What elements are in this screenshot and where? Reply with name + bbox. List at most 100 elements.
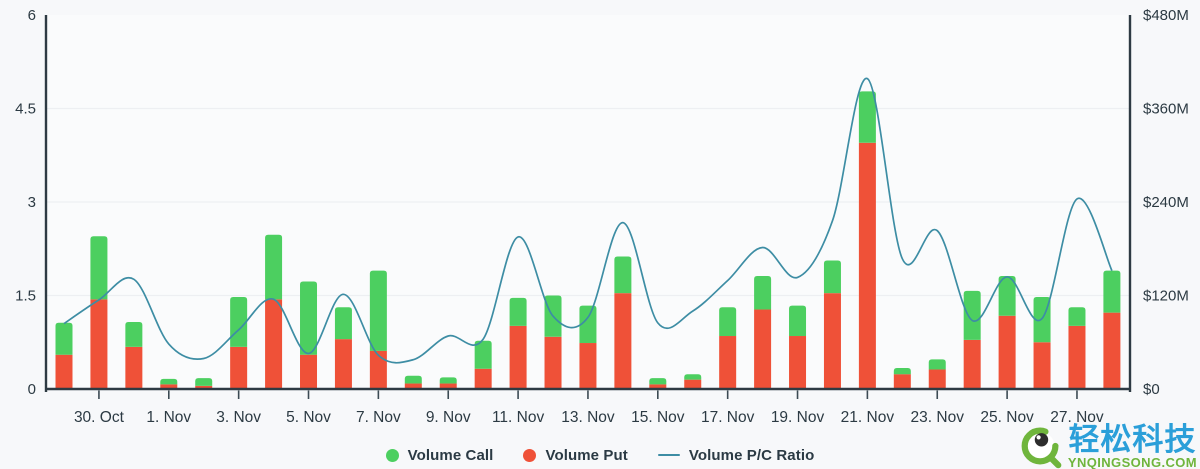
- bar-volume-call-9Nov[interactable]: [439, 377, 457, 384]
- bar-volume-put-6Nov[interactable]: [334, 339, 352, 389]
- bar-volume-call-19Nov[interactable]: [789, 305, 807, 337]
- x-axis-tick-label: 25. Nov: [980, 409, 1034, 426]
- bar-volume-call-11Nov[interactable]: [509, 297, 527, 326]
- bar-volume-put-25Nov[interactable]: [998, 315, 1016, 389]
- bar-volume-call-15Nov[interactable]: [649, 378, 667, 385]
- bar-volume-put-28Nov[interactable]: [1103, 312, 1121, 389]
- bar-volume-call-8Nov[interactable]: [404, 375, 422, 384]
- bar-volume-call-21Nov[interactable]: [858, 91, 876, 143]
- legend-label: Volume Call: [407, 446, 494, 464]
- bar-volume-put-19Nov[interactable]: [789, 336, 807, 389]
- bar-volume-put-12Nov[interactable]: [544, 336, 562, 389]
- legend-item-volume-put[interactable]: Volume Put: [523, 446, 628, 464]
- brand-name: 轻松科技: [1068, 421, 1197, 457]
- bar-volume-call-25Nov[interactable]: [998, 276, 1016, 316]
- bar-volume-put-4Nov[interactable]: [265, 299, 283, 389]
- bar-volume-put-13Nov[interactable]: [579, 343, 597, 389]
- right-axis-tick-label: $480M: [1143, 7, 1189, 24]
- bar-volume-put-7Nov[interactable]: [369, 350, 387, 389]
- bar-volume-call-16Nov[interactable]: [684, 374, 702, 380]
- bar-volume-put-3Nov[interactable]: [230, 346, 248, 389]
- x-axis-tick-label: 21. Nov: [841, 409, 895, 426]
- x-axis-tick-label: 7. Nov: [356, 409, 401, 426]
- x-axis-tick-label: 23. Nov: [911, 409, 965, 426]
- bar-volume-put-29Oct[interactable]: [55, 354, 73, 389]
- bar-volume-put-2Nov[interactable]: [195, 385, 213, 389]
- bar-volume-call-28Nov[interactable]: [1103, 270, 1121, 313]
- bar-volume-put-23Nov[interactable]: [928, 369, 946, 389]
- x-axis-tick-label: 27. Nov: [1050, 409, 1104, 426]
- pc-ratio-line-icon: [657, 453, 680, 457]
- ynqingsong-logo-icon: [1021, 427, 1062, 469]
- bar-volume-put-17Nov[interactable]: [719, 336, 737, 389]
- bar-volume-put-18Nov[interactable]: [754, 309, 772, 389]
- brand-watermark: 轻松科技 YNQINGSONG.COM: [1018, 423, 1197, 469]
- bar-volume-put-14Nov[interactable]: [614, 293, 632, 389]
- bar-volume-call-10Nov[interactable]: [474, 340, 492, 369]
- bar-volume-call-24Nov[interactable]: [963, 290, 981, 340]
- x-axis-tick-label: 19. Nov: [771, 409, 825, 426]
- x-axis-tick-label: 30. Oct: [74, 409, 125, 426]
- bar-volume-call-29Oct[interactable]: [55, 322, 73, 355]
- bar-volume-put-21Nov[interactable]: [858, 142, 876, 389]
- bar-volume-call-1Nov[interactable]: [160, 378, 178, 385]
- bar-volume-put-16Nov[interactable]: [684, 379, 702, 389]
- bar-volume-call-18Nov[interactable]: [754, 276, 772, 310]
- x-axis-tick-label: 11. Nov: [492, 409, 545, 426]
- bar-volume-call-5Nov[interactable]: [300, 281, 318, 355]
- bar-volume-put-5Nov[interactable]: [300, 354, 318, 389]
- bar-volume-put-30Oct[interactable]: [90, 299, 108, 389]
- bar-volume-call-17Nov[interactable]: [719, 307, 737, 337]
- bar-volume-put-22Nov[interactable]: [893, 374, 911, 389]
- left-axis-tick-label: 6: [28, 7, 36, 24]
- legend-label: Volume Put: [545, 446, 628, 464]
- bar-volume-call-23Nov[interactable]: [928, 359, 946, 370]
- chart-legend: Volume Call Volume Put Volume P/C Ratio: [0, 441, 1200, 469]
- volume-call-dot-icon: [385, 448, 399, 462]
- left-axis-tick-label: 4.5: [15, 101, 36, 118]
- x-axis-tick-label: 13. Nov: [561, 409, 615, 426]
- left-axis-tick-label: 0: [28, 381, 36, 398]
- bar-volume-call-2Nov[interactable]: [195, 378, 213, 386]
- bar-volume-call-22Nov[interactable]: [893, 367, 911, 375]
- bar-volume-call-27Nov[interactable]: [1068, 307, 1086, 326]
- legend-item-volume-call[interactable]: Volume Call: [385, 446, 494, 464]
- x-axis-tick-label: 9. Nov: [426, 409, 471, 426]
- legend-label: Volume P/C Ratio: [688, 446, 815, 464]
- right-axis-tick-label: $240M: [1143, 194, 1189, 211]
- bar-volume-call-13Nov[interactable]: [579, 305, 597, 344]
- legend-item-volume-pc-ratio[interactable]: Volume P/C Ratio: [657, 446, 815, 464]
- bar-volume-call-4Nov[interactable]: [265, 234, 283, 300]
- x-axis-tick-label: 17. Nov: [701, 409, 755, 426]
- left-axis-tick-label: 3: [28, 194, 36, 211]
- bar-volume-call-30Oct[interactable]: [90, 236, 108, 300]
- right-axis-tick-label: $0: [1143, 381, 1160, 398]
- brand-domain: YNQINGSONG.COM: [1067, 454, 1197, 469]
- bar-volume-call-3Nov[interactable]: [230, 297, 248, 347]
- bar-volume-call-14Nov[interactable]: [614, 256, 632, 294]
- bar-volume-call-6Nov[interactable]: [334, 307, 352, 340]
- bar-volume-put-24Nov[interactable]: [963, 339, 981, 389]
- bar-volume-put-15Nov[interactable]: [649, 384, 667, 389]
- bar-volume-put-20Nov[interactable]: [823, 293, 841, 389]
- right-axis-tick-label: $360M: [1143, 101, 1189, 118]
- right-axis-tick-label: $120M: [1143, 288, 1189, 305]
- pc-ratio-line: [63, 77, 1113, 364]
- x-axis-tick-label: 1. Nov: [146, 409, 191, 426]
- bar-volume-call-31Oct[interactable]: [125, 321, 143, 347]
- volume-put-dot-icon: [523, 448, 537, 462]
- bar-volume-put-11Nov[interactable]: [509, 325, 527, 389]
- bar-volume-call-20Nov[interactable]: [823, 260, 841, 294]
- x-axis-tick-label: 5. Nov: [286, 409, 331, 426]
- x-axis-tick-label: 3. Nov: [216, 409, 261, 426]
- bar-volume-put-8Nov[interactable]: [404, 383, 422, 389]
- bar-volume-put-10Nov[interactable]: [474, 368, 492, 389]
- bar-volume-put-26Nov[interactable]: [1033, 342, 1051, 389]
- bar-volume-call-7Nov[interactable]: [369, 270, 387, 351]
- bar-volume-put-31Oct[interactable]: [125, 346, 143, 389]
- bar-volume-put-27Nov[interactable]: [1068, 325, 1086, 389]
- bar-volume-put-9Nov[interactable]: [439, 383, 457, 389]
- bar-volume-put-1Nov[interactable]: [160, 384, 178, 389]
